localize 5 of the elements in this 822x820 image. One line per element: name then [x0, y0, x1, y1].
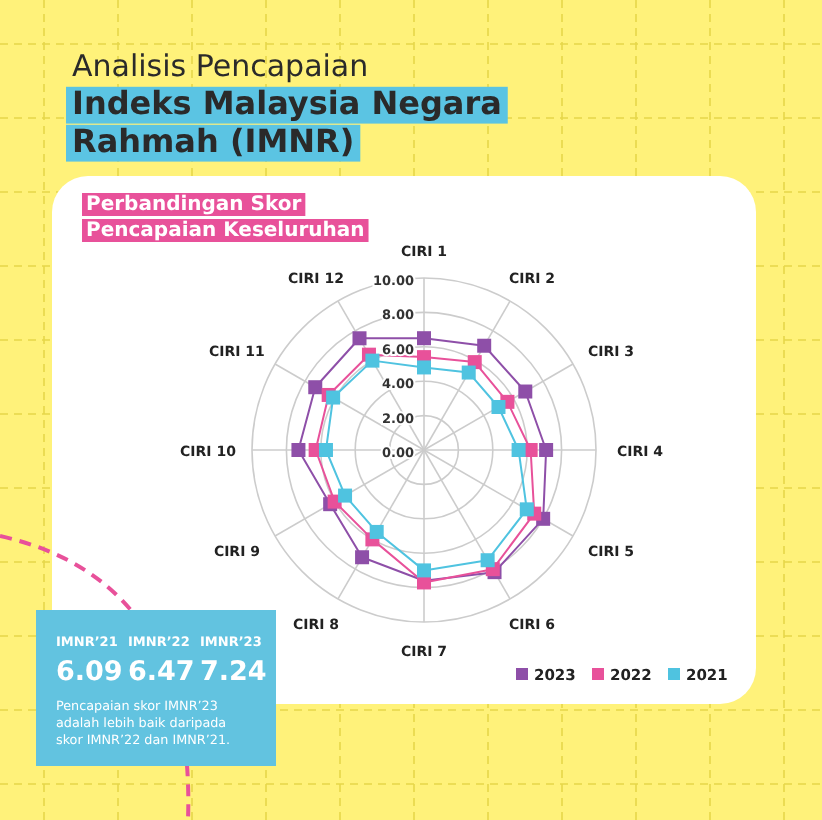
chart-subtitle: Perbandingan Skor Pencapaian Keseluruhan — [86, 194, 365, 242]
text: 6.47 — [128, 656, 195, 688]
text: 6.09 — [56, 656, 123, 688]
chart-title: Analisis Pencapaian Indeks Malaysia Negara Rahmah (IMNR) — [72, 48, 502, 160]
text: 7.24 — [200, 656, 267, 688]
